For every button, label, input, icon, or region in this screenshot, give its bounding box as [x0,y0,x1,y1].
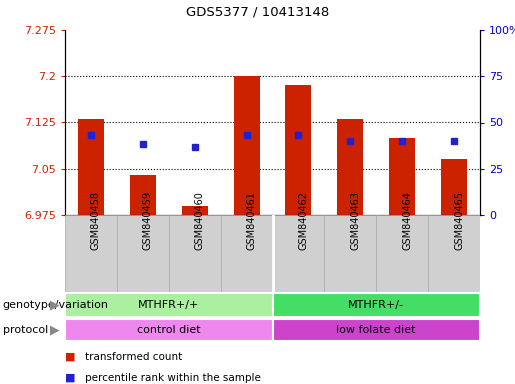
Text: MTHFR+/+: MTHFR+/+ [138,300,199,310]
Bar [182,206,208,215]
FancyBboxPatch shape [65,319,272,341]
Text: GSM840460: GSM840460 [195,191,204,250]
FancyBboxPatch shape [220,215,272,292]
FancyBboxPatch shape [272,215,324,292]
Text: ■: ■ [65,373,76,383]
FancyBboxPatch shape [169,215,220,292]
Bar [130,175,156,215]
Text: transformed count: transformed count [84,352,182,362]
Text: genotype/variation: genotype/variation [3,300,109,310]
Bar [389,138,415,215]
FancyBboxPatch shape [272,319,480,341]
Text: GSM840463: GSM840463 [350,191,360,250]
Text: protocol: protocol [3,325,48,335]
Bar [337,119,363,215]
Text: MTHFR+/-: MTHFR+/- [348,300,404,310]
Bar [78,119,104,215]
Text: ▶: ▶ [50,298,60,311]
Text: control diet: control diet [137,325,200,335]
Bar [441,159,467,215]
FancyBboxPatch shape [65,215,117,292]
Bar [285,86,312,215]
Text: GSM840462: GSM840462 [298,191,308,250]
Text: percentile rank within the sample: percentile rank within the sample [84,373,261,383]
Text: GSM840459: GSM840459 [143,191,153,250]
Text: ▶: ▶ [50,323,60,336]
Bar [234,76,260,215]
Text: ■: ■ [65,352,76,362]
Text: GSM840461: GSM840461 [247,191,256,250]
Text: GSM840458: GSM840458 [91,191,101,250]
Text: GSM840464: GSM840464 [402,191,412,250]
FancyBboxPatch shape [272,293,480,317]
FancyBboxPatch shape [65,293,272,317]
FancyBboxPatch shape [376,215,428,292]
Text: GDS5377 / 10413148: GDS5377 / 10413148 [186,6,329,19]
Text: low folate diet: low folate diet [336,325,416,335]
FancyBboxPatch shape [117,215,169,292]
FancyBboxPatch shape [324,215,376,292]
Text: GSM840465: GSM840465 [454,191,464,250]
FancyBboxPatch shape [428,215,480,292]
